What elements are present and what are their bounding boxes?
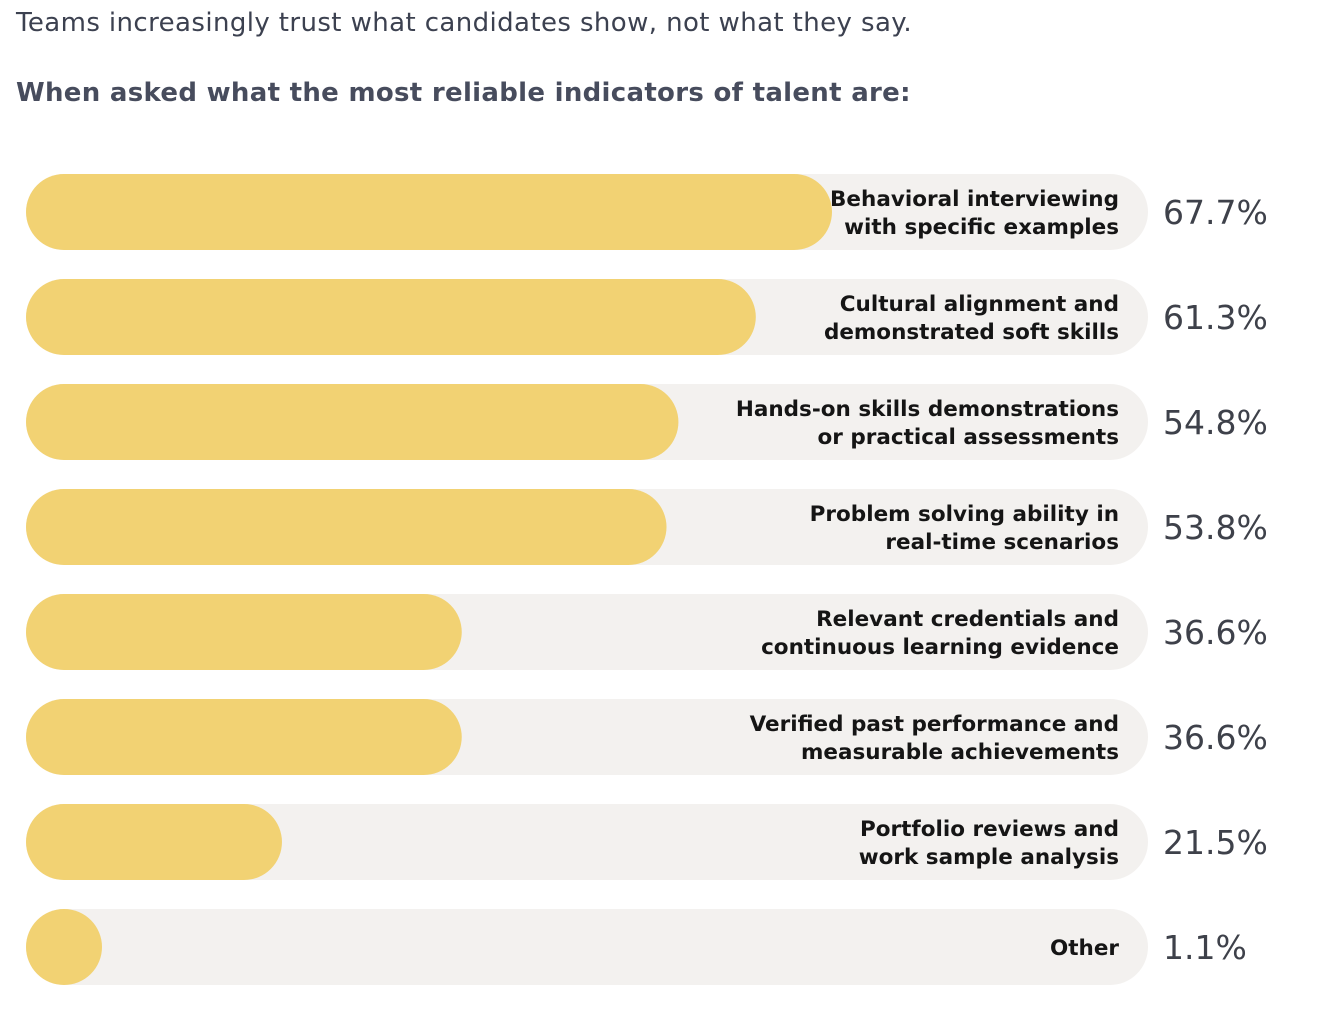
bar-value-label: 21.5% [1163, 823, 1268, 862]
bar-value-label: 53.8% [1163, 508, 1268, 547]
bar [26, 489, 667, 565]
bar [26, 279, 756, 355]
bar [26, 384, 679, 460]
bar-value-label: 67.7% [1163, 193, 1268, 232]
bar [26, 909, 102, 985]
bar [26, 174, 832, 250]
bar-category-label: measurable achievements [801, 740, 1119, 765]
chart-subheading: When asked what the most reliable indica… [16, 78, 911, 108]
bar-row: Hands-on skills demonstrations or practic… [26, 384, 1268, 460]
bar-row: Relevant credentials and continuous learn… [26, 594, 1268, 670]
bar [26, 594, 462, 670]
bar-value-label: 54.8% [1163, 403, 1268, 442]
bar-category-label: Problem solving ability in [810, 502, 1119, 527]
bar-category-label: Portfolio reviews and [860, 817, 1119, 842]
bar [26, 699, 462, 775]
bar-row: Problem solving ability in real-time scen… [26, 489, 1268, 565]
bar-track [26, 909, 1148, 985]
bar-row: Other 1.1% [26, 909, 1247, 985]
bar-row: Portfolio reviews and work sample analysi… [26, 804, 1268, 880]
bar-category-label: Cultural alignment and [840, 292, 1119, 317]
bar-category-label: or practical assessments [817, 425, 1119, 450]
intro-text: Teams increasingly trust what candidates… [16, 8, 913, 38]
bar-value-label: 36.6% [1163, 718, 1268, 757]
bar-row: Cultural alignment and demonstrated soft … [26, 279, 1268, 355]
bar-category-label: Behavioral interviewing [830, 187, 1119, 212]
bar-track [26, 804, 1148, 880]
bar-row: Verified past performance and measurable … [26, 699, 1268, 775]
bar-category-label: continuous learning evidence [761, 635, 1119, 660]
bar-category-label: with specific examples [844, 215, 1119, 240]
bar-value-label: 1.1% [1163, 928, 1247, 967]
bar-category-label: Hands-on skills demonstrations [736, 397, 1119, 422]
bar-value-label: 61.3% [1163, 298, 1268, 337]
bar-category-label: Relevant credentials and [816, 607, 1119, 632]
bar-category-label: Other [1050, 936, 1119, 961]
bar-category-label: real-time scenarios [885, 530, 1119, 555]
bar-value-label: 36.6% [1163, 613, 1268, 652]
bar-row: Behavioral interviewing with specific exa… [26, 174, 1268, 250]
bar-category-label: demonstrated soft skills [824, 320, 1119, 345]
bar [26, 804, 282, 880]
bar-category-label: work sample analysis [859, 845, 1119, 870]
bar-category-label: Verified past performance and [750, 712, 1119, 737]
